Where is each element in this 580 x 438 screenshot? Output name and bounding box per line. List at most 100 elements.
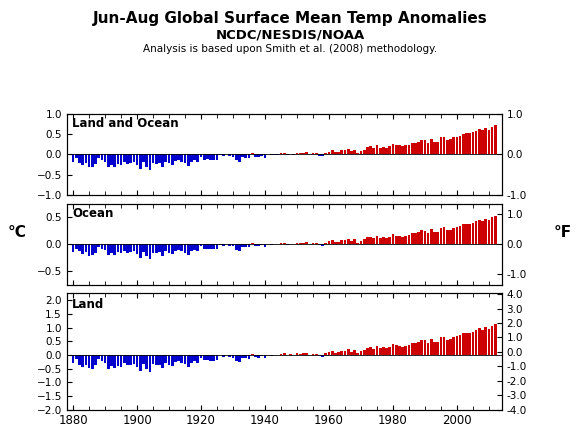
Bar	[248, 355, 251, 359]
Bar	[427, 143, 430, 155]
Bar	[385, 238, 388, 244]
Bar	[379, 238, 382, 244]
Bar	[462, 224, 465, 244]
Bar	[459, 136, 462, 155]
Bar	[110, 155, 113, 165]
Bar	[337, 152, 340, 155]
Bar	[177, 244, 180, 250]
Bar	[244, 244, 247, 247]
Bar	[238, 244, 241, 251]
Bar	[315, 243, 317, 244]
Bar	[219, 244, 222, 245]
Bar	[376, 236, 378, 244]
Bar	[433, 343, 436, 355]
Bar	[152, 355, 154, 364]
Bar	[280, 153, 282, 155]
Bar	[401, 347, 404, 355]
Bar	[244, 355, 247, 358]
Bar	[408, 145, 410, 155]
Bar	[446, 230, 449, 244]
Bar	[139, 355, 142, 371]
Bar	[280, 243, 282, 244]
Bar	[97, 244, 100, 247]
Bar	[423, 340, 426, 355]
Bar	[350, 241, 353, 244]
Bar	[123, 244, 126, 251]
Bar	[244, 155, 247, 158]
Bar	[248, 244, 251, 247]
Bar	[389, 237, 391, 244]
Bar	[404, 145, 407, 155]
Bar	[184, 355, 186, 364]
Bar	[433, 142, 436, 155]
Bar	[251, 243, 253, 244]
Bar	[209, 244, 212, 249]
Bar	[328, 241, 331, 244]
Bar	[305, 353, 308, 355]
Bar	[165, 244, 167, 251]
Bar	[148, 155, 151, 170]
Bar	[299, 354, 302, 355]
Bar	[302, 243, 304, 244]
Bar	[155, 355, 158, 365]
Bar	[401, 146, 404, 155]
Bar	[168, 155, 171, 163]
Bar	[343, 240, 346, 244]
Bar	[299, 243, 302, 244]
Bar	[430, 229, 433, 244]
Bar	[200, 155, 202, 157]
Bar	[129, 244, 132, 252]
Text: Land and Ocean: Land and Ocean	[72, 117, 179, 130]
Bar	[231, 355, 234, 358]
Bar	[372, 238, 375, 244]
Bar	[494, 216, 496, 244]
Bar	[484, 327, 487, 355]
Bar	[142, 244, 145, 252]
Bar	[190, 244, 193, 251]
Bar	[420, 140, 423, 155]
Bar	[258, 244, 260, 246]
Bar	[119, 355, 122, 367]
Bar	[440, 138, 443, 155]
Bar	[449, 339, 452, 355]
Bar	[452, 337, 455, 355]
Bar	[229, 244, 231, 246]
Bar	[212, 355, 215, 361]
Bar	[81, 355, 84, 367]
Bar	[197, 355, 199, 363]
Bar	[484, 219, 487, 244]
Bar	[197, 244, 199, 251]
Bar	[331, 150, 333, 155]
Bar	[136, 244, 139, 254]
Bar	[469, 133, 471, 155]
Bar	[411, 343, 414, 355]
Bar	[260, 355, 263, 356]
Bar	[347, 239, 350, 244]
Bar	[366, 347, 369, 355]
Bar	[340, 240, 343, 244]
Bar	[484, 128, 487, 155]
Bar	[465, 224, 468, 244]
Bar	[337, 352, 340, 355]
Bar	[222, 355, 225, 357]
Bar	[78, 355, 81, 365]
Bar	[334, 353, 337, 355]
Bar	[328, 152, 331, 155]
Bar	[180, 355, 183, 363]
Bar	[193, 244, 196, 250]
Bar	[452, 228, 455, 244]
Bar	[369, 146, 372, 155]
Bar	[356, 153, 359, 155]
Bar	[353, 149, 356, 155]
Bar	[321, 355, 324, 357]
Bar	[206, 244, 209, 248]
Bar	[427, 343, 430, 355]
Bar	[264, 355, 266, 358]
Bar	[389, 347, 391, 355]
Bar	[398, 145, 401, 155]
Bar	[347, 350, 350, 355]
Bar	[311, 354, 314, 355]
Bar	[379, 348, 382, 355]
Bar	[258, 155, 260, 157]
Bar	[417, 232, 420, 244]
